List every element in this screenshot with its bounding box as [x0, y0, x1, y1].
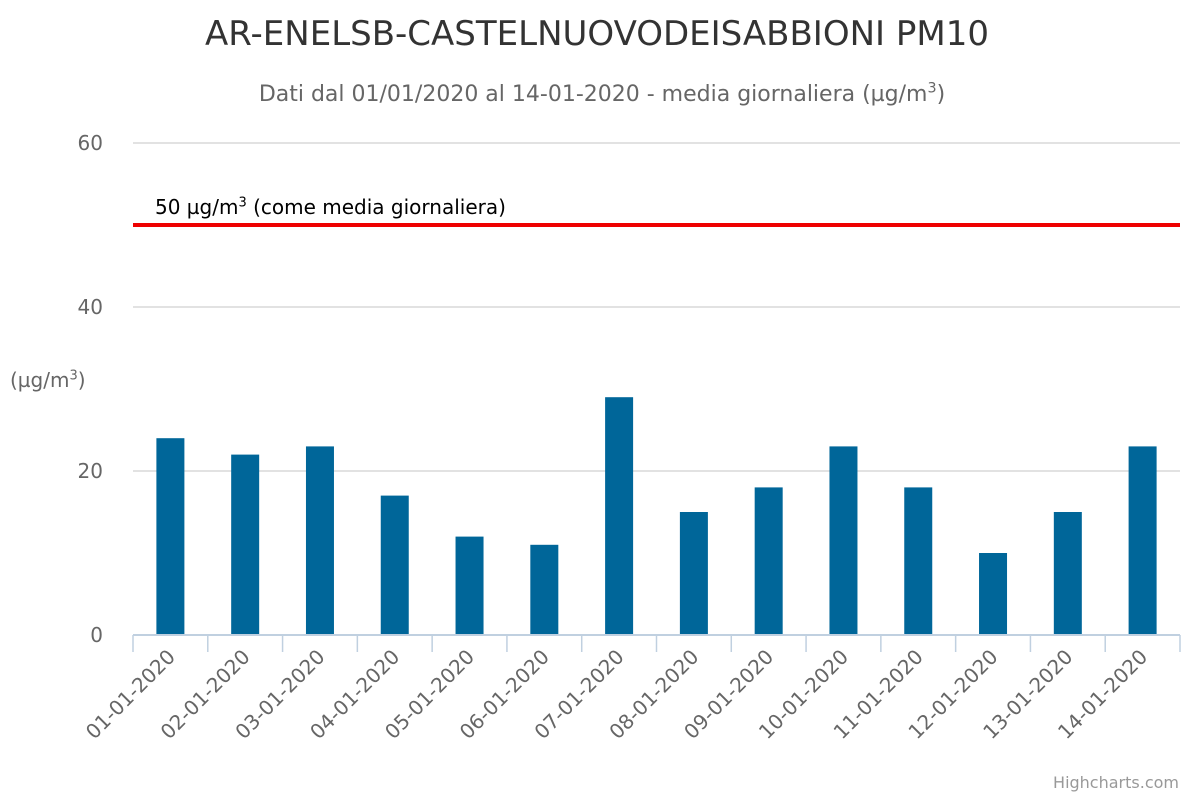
bar[interactable]: [679, 512, 708, 635]
y-axis-title-text: (µg/m: [10, 368, 70, 392]
chart-title: AR-ENELSB-CASTELNUOVODEISABBIONI PM10: [205, 14, 989, 54]
bar[interactable]: [1053, 512, 1082, 635]
threshold-label-text: 50 µg/m: [155, 195, 239, 219]
y-tick-label: 0: [90, 623, 103, 647]
chart-subtitle: Dati dal 01/01/2020 al 14-01-2020 - medi…: [0, 82, 1200, 107]
bar[interactable]: [1128, 446, 1157, 635]
threshold-label: 50 µg/m3 (come media giornaliera): [155, 195, 506, 219]
bar[interactable]: [829, 446, 858, 635]
bar[interactable]: [530, 544, 559, 635]
bar[interactable]: [231, 454, 260, 635]
y-axis-title-end: ): [77, 368, 86, 392]
bar[interactable]: [455, 536, 484, 635]
credits-link[interactable]: Highcharts.com: [1053, 773, 1179, 792]
y-axis-title: (µg/m3): [10, 368, 86, 392]
bar[interactable]: [754, 487, 783, 635]
subtitle-end: ): [936, 82, 946, 107]
subtitle-text: Dati dal 01/01/2020 al 14-01-2020 - medi…: [258, 82, 928, 107]
bar[interactable]: [904, 487, 933, 635]
y-axis-title-sup: 3: [69, 368, 78, 384]
bar[interactable]: [605, 397, 634, 635]
y-tick-label: 20: [78, 459, 103, 483]
bar[interactable]: [305, 446, 334, 635]
bar[interactable]: [156, 438, 185, 635]
bar[interactable]: [380, 495, 409, 635]
y-tick-label: 40: [78, 295, 103, 319]
subtitle-sup: 3: [927, 80, 937, 97]
bar[interactable]: [979, 553, 1008, 635]
threshold-label-sup: 3: [238, 195, 247, 211]
y-tick-label: 60: [78, 131, 103, 155]
threshold-label-end: (come media giornaliera): [246, 195, 506, 219]
